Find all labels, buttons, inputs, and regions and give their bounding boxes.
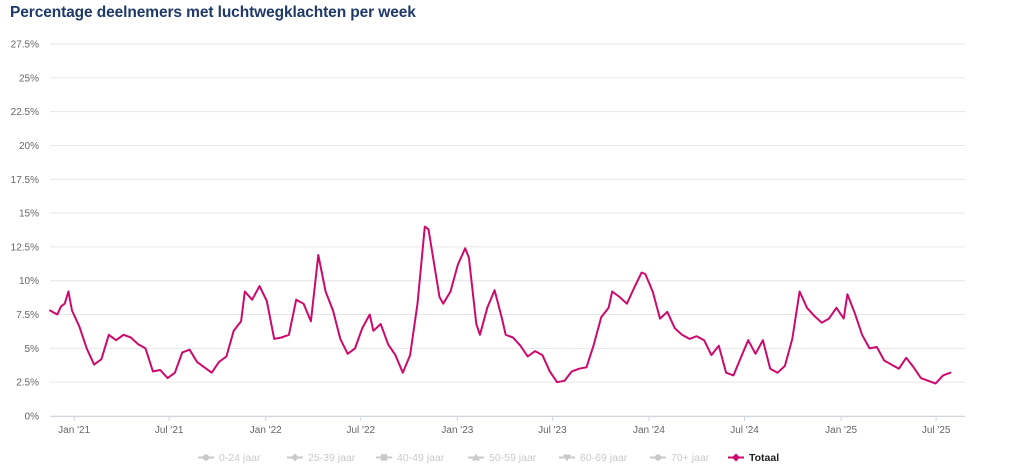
x-tick-label: Jul '23 bbox=[538, 425, 567, 436]
chart-title: Percentage deelnemers met luchtwegklacht… bbox=[10, 4, 416, 21]
y-tick-label: 7.5% bbox=[16, 310, 39, 321]
x-tick-label: Jul '21 bbox=[155, 425, 184, 436]
x-tick-label: Jan '21 bbox=[58, 425, 90, 436]
legend-marker-square-icon[interactable] bbox=[380, 454, 388, 461]
legend-marker-diamond-icon[interactable] bbox=[291, 453, 299, 462]
legend-item-label[interactable]: Totaal bbox=[749, 452, 779, 464]
x-tick-label: Jan '24 bbox=[633, 425, 665, 436]
y-tick-label: 5% bbox=[25, 344, 40, 355]
legend-item-label[interactable]: 40-49 jaar bbox=[397, 452, 445, 464]
y-tick-label: 17.5% bbox=[11, 175, 39, 186]
legend-marker-diamond-icon[interactable] bbox=[732, 453, 740, 462]
legend-item-label[interactable]: 60-69 jaar bbox=[580, 452, 628, 464]
legend-item-label[interactable]: 25-39 jaar bbox=[308, 452, 356, 464]
x-tick-label: Jan '25 bbox=[825, 425, 857, 436]
y-tick-label: 2.5% bbox=[16, 378, 39, 389]
x-tick-label: Jul '25 bbox=[922, 425, 951, 436]
legend-item-label[interactable]: 0-24 jaar bbox=[219, 452, 261, 464]
x-tick-label: Jul '24 bbox=[730, 425, 759, 436]
x-tick-label: Jan '23 bbox=[441, 425, 473, 436]
legend-marker-triangle-icon[interactable] bbox=[472, 453, 480, 461]
legend-marker-circle-icon[interactable] bbox=[654, 454, 662, 461]
y-tick-label: 25% bbox=[19, 73, 39, 84]
legend-marker-triangle-down-icon[interactable] bbox=[563, 454, 571, 462]
y-tick-label: 22.5% bbox=[11, 107, 39, 118]
y-tick-label: 10% bbox=[19, 276, 39, 287]
y-tick-label: 0% bbox=[25, 412, 40, 423]
legend-item-label[interactable]: 70+ jaar bbox=[671, 452, 710, 464]
series-line-totaal bbox=[49, 225, 952, 385]
y-tick-label: 20% bbox=[19, 141, 39, 152]
x-tick-label: Jan '22 bbox=[250, 425, 282, 436]
y-tick-label: 27.5% bbox=[11, 40, 39, 51]
y-tick-label: 12.5% bbox=[11, 242, 39, 253]
x-tick-label: Jul '22 bbox=[346, 425, 375, 436]
y-tick-label: 15% bbox=[19, 209, 39, 220]
legend-marker-circle-icon[interactable] bbox=[202, 454, 210, 461]
legend-item-label[interactable]: 50-59 jaar bbox=[489, 452, 537, 464]
